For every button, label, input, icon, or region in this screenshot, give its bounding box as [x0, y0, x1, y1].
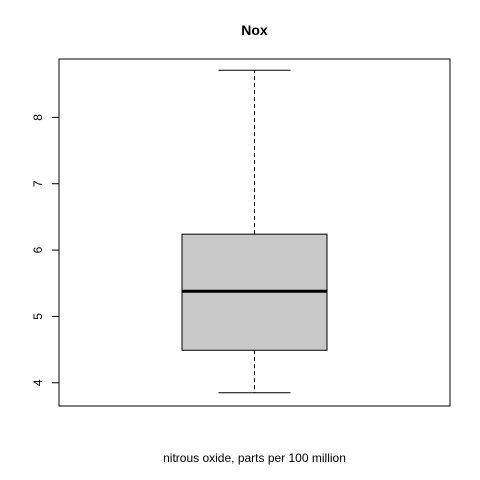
chart-title: Nox [241, 22, 268, 38]
x-axis-label: nitrous oxide, parts per 100 million [163, 451, 346, 465]
y-tick-label: 4 [31, 379, 45, 386]
y-ticks: 4 5 6 7 8 [31, 114, 59, 386]
y-tick-label: 5 [31, 313, 45, 320]
y-tick-label: 8 [31, 114, 45, 121]
y-tick-label: 7 [31, 180, 45, 187]
y-tick-label: 6 [31, 246, 45, 253]
box-group [181, 69, 328, 394]
y-axis: 4 5 6 7 8 [31, 114, 60, 386]
